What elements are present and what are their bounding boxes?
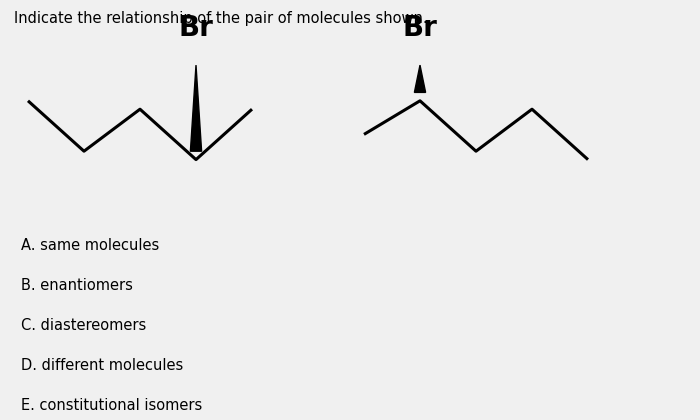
Text: E. constitutional isomers: E. constitutional isomers (21, 398, 202, 413)
Polygon shape (414, 65, 426, 92)
Polygon shape (190, 65, 202, 151)
Text: C. diastereomers: C. diastereomers (21, 318, 146, 333)
Text: Br: Br (178, 14, 214, 42)
Text: A. same molecules: A. same molecules (21, 238, 160, 253)
Text: D. different molecules: D. different molecules (21, 358, 183, 373)
Text: Br: Br (402, 14, 438, 42)
Text: Indicate the relationship of the pair of molecules shown.: Indicate the relationship of the pair of… (14, 10, 428, 26)
Text: B. enantiomers: B. enantiomers (21, 278, 133, 293)
